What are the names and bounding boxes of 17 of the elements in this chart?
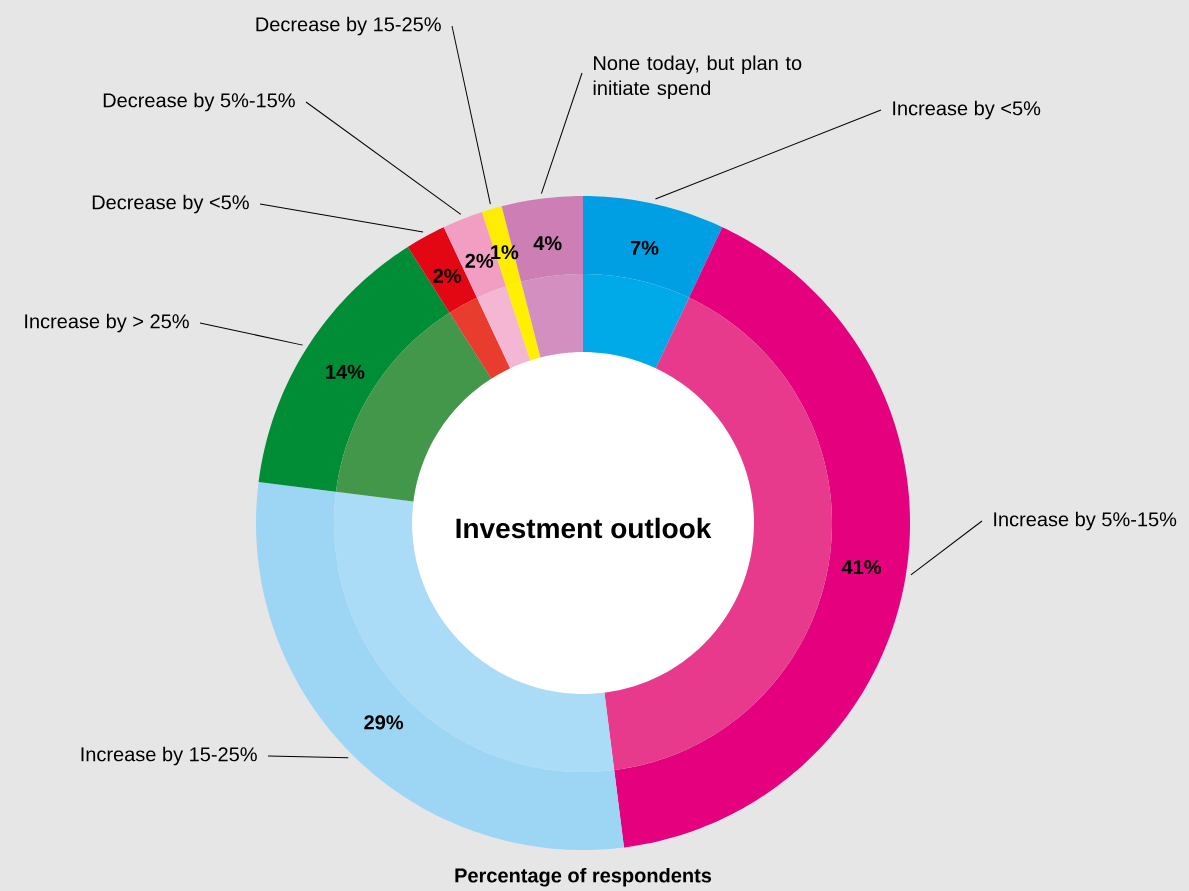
data-label: 41% [841, 560, 882, 575]
data-label: 7% [630, 240, 659, 255]
data-label: 29% [364, 715, 404, 730]
data-label: 2% [433, 268, 462, 283]
slice-label: Increase by 15-25% [81, 746, 257, 766]
slice-label: None today, but plan to initiate spend [593, 55, 802, 100]
slice-label: Decrease by 15-25% [256, 16, 441, 36]
slice-label: Increase by > 25% [25, 313, 189, 333]
slice-label: Increase by 5%-15% [994, 511, 1177, 531]
slice-label: Increase by <5% [893, 100, 1041, 120]
data-label: 2% [465, 253, 494, 268]
data-label: 4% [533, 236, 562, 251]
text: Investment outlook [456, 517, 712, 539]
text: Percentage of respondents [455, 867, 712, 887]
slice-label: Decrease by <5% [92, 194, 249, 214]
slice-label: Decrease by 5%-15% [103, 92, 295, 112]
data-label: 14% [326, 364, 365, 379]
